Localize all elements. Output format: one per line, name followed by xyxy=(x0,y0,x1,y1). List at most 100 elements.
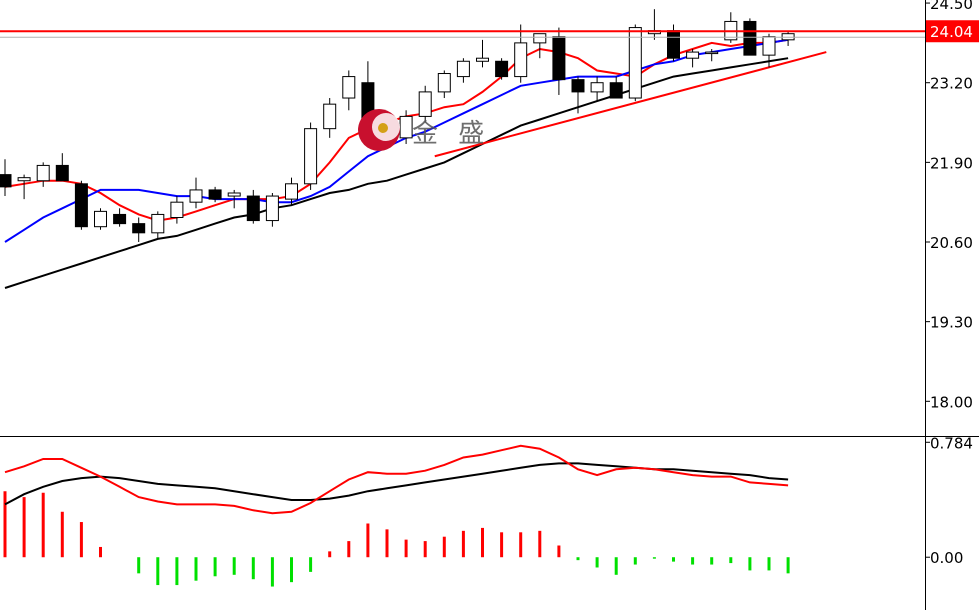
candle-body-up xyxy=(323,103,337,130)
candle-body-up xyxy=(533,33,547,44)
candle-body-up xyxy=(418,91,432,117)
logo-dot-icon xyxy=(378,123,388,133)
current-price-badge xyxy=(926,20,979,43)
candle-body-up xyxy=(628,27,642,99)
candle xyxy=(418,85,432,123)
candle xyxy=(686,49,700,68)
candle xyxy=(36,162,50,187)
trendline xyxy=(434,51,827,158)
candle-body-down xyxy=(743,20,757,56)
candle xyxy=(132,217,146,243)
candle-body-down xyxy=(0,174,12,188)
candle-body-up xyxy=(170,201,184,219)
candle xyxy=(170,196,184,224)
candle-body-down xyxy=(495,60,509,78)
candle-body-up xyxy=(590,82,604,93)
candle-body-down xyxy=(208,189,222,200)
candle xyxy=(323,98,337,138)
candle xyxy=(628,24,642,102)
macd-panel xyxy=(3,444,790,587)
candle xyxy=(113,208,127,227)
candle xyxy=(514,24,528,83)
candle xyxy=(456,58,470,83)
ma-line-2 xyxy=(4,57,789,289)
candle xyxy=(590,76,604,102)
candle-body-up xyxy=(285,183,298,200)
candle-body-up xyxy=(437,73,451,93)
candle-body-down xyxy=(571,79,585,93)
candle-body-up xyxy=(17,177,31,182)
candle xyxy=(227,189,241,209)
macd-histogram xyxy=(3,491,790,587)
candle-body-up xyxy=(227,192,241,197)
current-price-layer: 24.04 xyxy=(0,20,979,43)
candle xyxy=(609,76,623,99)
candle-body-down xyxy=(55,164,69,182)
candle-body-up xyxy=(762,36,776,56)
candle-body-down xyxy=(246,195,260,222)
candle-body-up xyxy=(456,60,470,78)
candle-body-down xyxy=(609,82,623,99)
candle-body-up xyxy=(94,210,107,228)
candle xyxy=(265,192,279,227)
watermark-logo: 金 盛 xyxy=(358,109,490,151)
candle-body-down xyxy=(74,183,88,228)
macd-line-1 xyxy=(4,444,789,515)
candle xyxy=(705,49,719,62)
candle xyxy=(399,110,413,144)
macd-tick-label: 0.00 xyxy=(930,549,963,567)
candle-body-up xyxy=(342,76,356,99)
price-axis-ticks: 24.50 23.20 21.90 20.60 19.30 18.00 xyxy=(925,0,973,411)
candle xyxy=(94,208,107,230)
candle-body-up xyxy=(189,189,203,203)
candle xyxy=(151,211,165,239)
candle xyxy=(495,58,509,80)
price-tick-label: 24.50 xyxy=(930,0,973,13)
candle-body-up xyxy=(399,115,413,139)
candle xyxy=(55,153,69,182)
macd-line-0 xyxy=(4,462,789,506)
candle-body-up xyxy=(705,51,719,55)
candle-body-up xyxy=(265,195,279,222)
candle xyxy=(0,159,12,197)
candle-body-down xyxy=(113,213,127,225)
macd-axis-ticks: 0.784 0.00 xyxy=(925,434,973,567)
candle xyxy=(189,177,203,209)
price-tick-label: 18.00 xyxy=(930,393,973,411)
candle-body-up xyxy=(151,213,165,234)
candle-body-down xyxy=(552,36,566,81)
candles xyxy=(0,9,795,243)
candle xyxy=(342,70,356,111)
price-tick-label: 20.60 xyxy=(930,234,973,252)
candle xyxy=(74,180,88,230)
candle-body-down xyxy=(667,30,680,59)
watermark-text: 金 盛 xyxy=(412,119,490,149)
price-tick-label: 21.90 xyxy=(930,154,973,172)
candle xyxy=(304,122,318,190)
main-price-panel: 金 盛 24.04 xyxy=(0,9,979,289)
ma-line-1 xyxy=(4,38,789,243)
candle xyxy=(552,27,566,95)
price-tick-label: 19.30 xyxy=(930,314,973,332)
current-price-label: 24.04 xyxy=(930,23,973,41)
candle-body-up xyxy=(36,164,50,182)
candle-body-up xyxy=(304,128,318,185)
candle xyxy=(476,39,489,68)
candle xyxy=(17,174,31,200)
macd-lines xyxy=(4,444,789,515)
candle xyxy=(533,33,547,59)
candle-body-up xyxy=(514,42,528,78)
candle-body-up xyxy=(476,57,489,62)
candle xyxy=(571,76,585,114)
candle xyxy=(437,70,451,99)
candle xyxy=(285,177,298,206)
trendline-layer xyxy=(434,51,827,158)
candle-body-up xyxy=(686,51,700,59)
candle xyxy=(246,189,260,224)
candle xyxy=(208,186,222,203)
candle-body-down xyxy=(132,223,146,234)
price-tick-label: 23.20 xyxy=(930,75,973,93)
